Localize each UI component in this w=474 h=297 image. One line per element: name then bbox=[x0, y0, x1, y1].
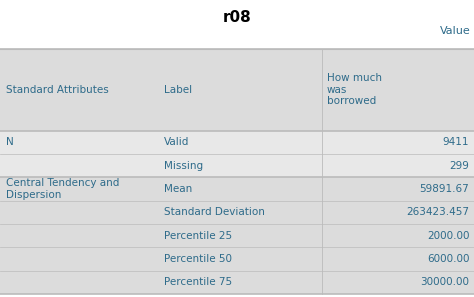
Text: 2000.00: 2000.00 bbox=[427, 231, 469, 241]
Bar bbox=[0, 49, 474, 131]
Bar bbox=[0, 271, 474, 294]
Text: 9411: 9411 bbox=[443, 137, 469, 147]
Text: 30000.00: 30000.00 bbox=[420, 277, 469, 287]
Text: 6000.00: 6000.00 bbox=[427, 254, 469, 264]
Text: Central Tendency and
Dispersion: Central Tendency and Dispersion bbox=[6, 178, 119, 200]
Text: Label: Label bbox=[164, 85, 191, 95]
Bar bbox=[0, 131, 474, 154]
Text: Value: Value bbox=[440, 26, 471, 36]
Bar bbox=[0, 201, 474, 224]
Text: Percentile 50: Percentile 50 bbox=[164, 254, 231, 264]
Text: Percentile 75: Percentile 75 bbox=[164, 277, 232, 287]
Text: r08: r08 bbox=[223, 10, 251, 26]
Text: 299: 299 bbox=[449, 161, 469, 171]
Text: How much
was
borrowed: How much was borrowed bbox=[327, 73, 382, 106]
Text: Standard Attributes: Standard Attributes bbox=[6, 85, 109, 95]
Text: Missing: Missing bbox=[164, 161, 203, 171]
Text: Percentile 25: Percentile 25 bbox=[164, 231, 232, 241]
Bar bbox=[0, 224, 474, 247]
Bar bbox=[0, 177, 474, 201]
Text: 263423.457: 263423.457 bbox=[406, 207, 469, 217]
Text: Standard Deviation: Standard Deviation bbox=[164, 207, 264, 217]
Bar bbox=[0, 154, 474, 177]
Text: N: N bbox=[6, 137, 14, 147]
Text: Valid: Valid bbox=[164, 137, 189, 147]
Text: Mean: Mean bbox=[164, 184, 192, 194]
Bar bbox=[0, 247, 474, 271]
Text: 59891.67: 59891.67 bbox=[419, 184, 469, 194]
